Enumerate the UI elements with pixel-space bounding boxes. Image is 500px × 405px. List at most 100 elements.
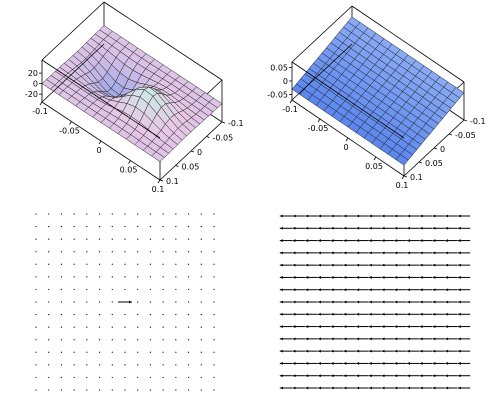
field-arrowhead bbox=[292, 226, 296, 230]
field-arrowhead bbox=[279, 239, 283, 242]
field-arrowhead bbox=[457, 288, 461, 292]
field-arrowhead bbox=[445, 226, 449, 230]
y-tick bbox=[190, 150, 195, 153]
field-point bbox=[98, 276, 101, 278]
field-point bbox=[48, 263, 50, 265]
field-arrowhead bbox=[279, 276, 283, 279]
field-arrowhead bbox=[279, 374, 283, 378]
field-arrowhead bbox=[368, 214, 372, 218]
field-point bbox=[175, 364, 177, 366]
field-arrowhead bbox=[356, 263, 360, 267]
field-point bbox=[137, 225, 139, 228]
field-arrowhead bbox=[343, 288, 347, 292]
field-point bbox=[48, 389, 50, 391]
field-point bbox=[98, 263, 101, 265]
field-arrowhead bbox=[432, 362, 436, 365]
field-arrowhead bbox=[305, 239, 309, 242]
field-point bbox=[149, 376, 152, 379]
field-point bbox=[111, 251, 113, 253]
field-arrowhead bbox=[368, 263, 372, 267]
field-arrowhead bbox=[419, 325, 423, 328]
field-point bbox=[35, 238, 37, 240]
field-arrowhead bbox=[406, 337, 410, 341]
field-point bbox=[200, 339, 202, 341]
field-arrowhead bbox=[457, 214, 461, 218]
field-arrowhead bbox=[457, 349, 461, 353]
field-point bbox=[175, 389, 177, 391]
field-point bbox=[98, 238, 101, 240]
field-point bbox=[111, 263, 113, 265]
field-arrowhead bbox=[317, 226, 321, 230]
field-arrowhead bbox=[330, 251, 334, 255]
field-arrowhead bbox=[419, 386, 423, 390]
field-point bbox=[48, 213, 50, 215]
field-point bbox=[162, 238, 164, 240]
field-arrowhead bbox=[356, 226, 360, 230]
field-point bbox=[200, 313, 202, 316]
field-arrowhead bbox=[305, 226, 309, 230]
box-edge-front bbox=[41, 1, 105, 61]
field-arrowhead bbox=[394, 263, 398, 267]
field-arrowhead bbox=[368, 276, 372, 279]
field-point bbox=[48, 351, 50, 353]
vector-field-point-source bbox=[35, 213, 215, 391]
field-arrowhead bbox=[356, 300, 360, 304]
field-point bbox=[175, 263, 177, 265]
field-arrowhead bbox=[330, 214, 334, 218]
field-arrowhead bbox=[457, 226, 461, 230]
field-arrowhead bbox=[381, 349, 385, 353]
field-arrowhead bbox=[330, 325, 334, 328]
field-arrowhead bbox=[305, 362, 309, 365]
field-point bbox=[60, 301, 63, 303]
field-arrowhead bbox=[394, 239, 398, 242]
field-arrowhead bbox=[419, 276, 423, 279]
field-arrowhead bbox=[394, 349, 398, 353]
field-arrowhead bbox=[432, 251, 436, 255]
field-arrowhead bbox=[394, 312, 398, 316]
x-tick bbox=[373, 156, 377, 161]
field-arrowhead bbox=[381, 362, 385, 365]
field-arrowhead bbox=[394, 288, 398, 292]
field-arrowhead bbox=[279, 214, 283, 218]
box-edge-back bbox=[103, 1, 223, 81]
field-point bbox=[213, 238, 215, 240]
y-tick bbox=[433, 147, 438, 150]
field-point bbox=[60, 225, 63, 228]
field-point bbox=[48, 313, 50, 316]
field-arrowhead bbox=[406, 239, 410, 242]
field-point bbox=[187, 339, 190, 341]
field-arrowhead bbox=[317, 214, 321, 218]
field-arrowhead bbox=[445, 362, 449, 365]
y-tick-label: -0.1 bbox=[470, 117, 486, 126]
field-point bbox=[73, 263, 75, 265]
field-point bbox=[187, 251, 190, 253]
field-point bbox=[124, 389, 126, 391]
field-point bbox=[175, 301, 177, 303]
field-arrowhead bbox=[381, 263, 385, 267]
y-tick bbox=[448, 133, 453, 136]
x-tick bbox=[157, 179, 161, 184]
field-arrowhead bbox=[432, 239, 436, 242]
field-point bbox=[86, 251, 88, 253]
field-arrowhead bbox=[279, 226, 283, 230]
field-arrowhead bbox=[368, 251, 372, 255]
field-point bbox=[60, 276, 63, 278]
field-arrowhead bbox=[317, 263, 321, 267]
field-arrowhead bbox=[394, 386, 398, 390]
y-tick bbox=[403, 175, 408, 178]
field-point bbox=[48, 238, 50, 240]
field-arrowhead bbox=[445, 374, 449, 378]
field-arrowhead bbox=[381, 374, 385, 378]
field-arrowhead bbox=[457, 312, 461, 316]
z-tick-label: -20 bbox=[25, 90, 38, 99]
field-arrowhead bbox=[305, 300, 309, 304]
field-point bbox=[86, 263, 88, 265]
field-arrowhead bbox=[445, 300, 449, 304]
field-point bbox=[175, 376, 177, 379]
field-arrowhead bbox=[343, 251, 347, 255]
field-arrowhead bbox=[356, 362, 360, 365]
box-edge-front bbox=[41, 43, 105, 103]
field-arrowhead bbox=[406, 312, 410, 316]
field-point bbox=[200, 225, 202, 228]
